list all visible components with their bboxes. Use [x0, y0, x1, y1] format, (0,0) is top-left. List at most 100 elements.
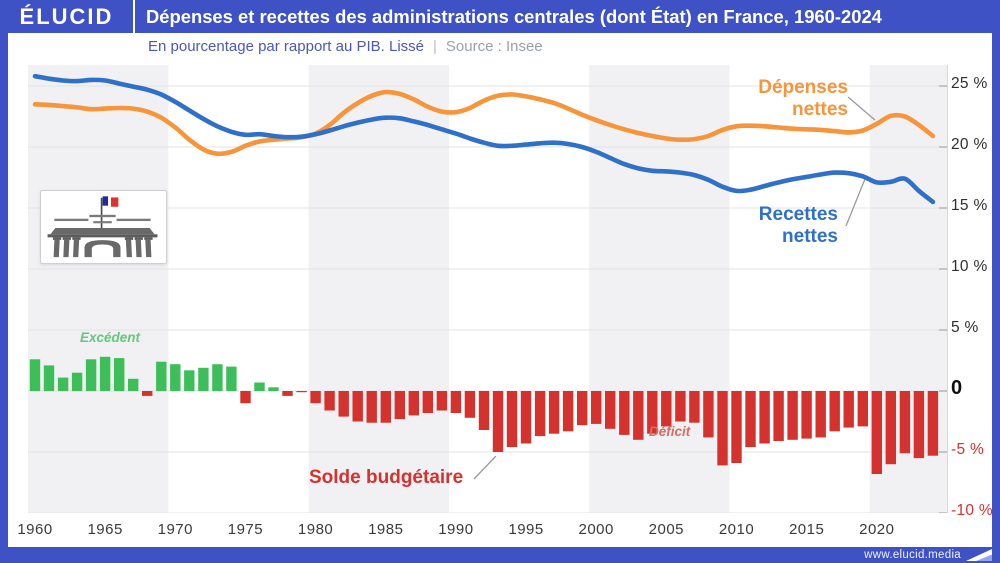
- footer-bar: www.elucid.media: [0, 547, 1000, 563]
- recettes-line2: nettes: [782, 226, 838, 247]
- solde-bar-2013: [773, 391, 784, 441]
- solde-bar-1966: [114, 358, 125, 391]
- solde-bar-1977: [268, 387, 279, 391]
- solde-bar-1974: [226, 366, 237, 391]
- solde-bar-1965: [99, 356, 111, 391]
- subtitle-row: En pourcentage par rapport au PIB. Lissé…: [8, 33, 992, 60]
- callout-line-2: [473, 455, 497, 480]
- solde-bar-1964: [85, 359, 97, 391]
- solde-bar-1989: [436, 391, 448, 411]
- solde-bar-2015: [801, 391, 812, 439]
- solde-bar-2001: [605, 391, 616, 429]
- header-separator: [133, 0, 135, 33]
- parliament-illustration: [40, 190, 167, 264]
- solde-bar-1980: [310, 391, 321, 404]
- x-tick-label-1990: 1990: [438, 521, 474, 538]
- subtitle-divider: |: [433, 38, 437, 55]
- deficit-label: Déficit: [649, 424, 691, 439]
- solde-bar-1971: [184, 370, 195, 391]
- decade-stripe: [28, 65, 169, 513]
- website-url: www.elucid.media: [864, 549, 961, 561]
- solde-bar-1978: [282, 391, 293, 396]
- solde-bar-1998: [562, 391, 574, 432]
- x-tick-label-2015: 2015: [788, 521, 825, 538]
- solde-bar-1962: [57, 377, 69, 391]
- solde-bar-2005: [661, 391, 672, 427]
- solde-bar-1960: [29, 359, 41, 391]
- x-tick-label-1975: 1975: [227, 521, 264, 538]
- elucid-pennant-icon: [966, 548, 992, 561]
- x-tick-label-1980: 1980: [297, 521, 334, 538]
- y-tick-label: 5 %: [951, 319, 979, 336]
- source-label: Source : Insee: [445, 38, 543, 55]
- solde-bar-1994: [506, 391, 518, 448]
- solde-bar-1991: [464, 391, 476, 418]
- solde-bar-1983: [352, 391, 363, 422]
- solde-bar-2018: [843, 391, 854, 428]
- solde-bar-2021: [885, 391, 896, 465]
- callout-line-1: [845, 178, 866, 227]
- solde-budgetaire-label: Solde budgétaire: [309, 467, 464, 488]
- solde-bar-1992: [478, 391, 490, 430]
- solde-bar-2011: [745, 391, 756, 448]
- solde-bar-1999: [577, 391, 588, 426]
- solde-bar-1970: [170, 364, 181, 391]
- solde-bar-2022: [899, 391, 911, 454]
- y-tick-label: 15 %: [951, 197, 988, 214]
- line-recettes: [32, 73, 936, 205]
- solde-bar-2007: [689, 391, 700, 423]
- solde-bar-1972: [198, 367, 209, 391]
- solde-bar-1986: [394, 391, 405, 420]
- solde-bar-2020: [871, 391, 882, 474]
- solde-bar-1975: [240, 391, 251, 404]
- x-tick-label-1965: 1965: [87, 521, 123, 538]
- depenses-line1: Dépenses: [758, 77, 848, 98]
- solde-bar-1997: [548, 391, 560, 434]
- solde-bar-2006: [675, 391, 686, 422]
- solde-bar-1969: [156, 361, 167, 391]
- excedent-label: Excédent: [80, 330, 141, 345]
- recettes-nettes-label: Recettes nettes: [690, 204, 838, 248]
- solde-bar-1988: [422, 391, 433, 413]
- solde-bar-1963: [71, 372, 83, 391]
- chart-plot-area: [28, 65, 948, 513]
- left-border: [0, 33, 8, 547]
- solde-bar-1987: [408, 391, 419, 416]
- header-bar: ÉLUCID Dépenses et recettes des administ…: [0, 0, 1000, 33]
- solde-bar-2017: [829, 391, 840, 432]
- solde-bar-1981: [324, 391, 335, 411]
- x-axis: 1960 1965 1970 1975 1980 1985 1990 1995 2000 2005…: [17, 521, 948, 543]
- y-tick-label: -5 %: [951, 441, 985, 458]
- solde-bar-1967: [128, 378, 139, 391]
- solde-bar-2023: [913, 391, 925, 459]
- solde-bar-2002: [619, 391, 630, 435]
- solde-bar-1976: [254, 382, 265, 391]
- callout-line-0: [847, 96, 876, 121]
- solde-bar-2014: [787, 391, 798, 440]
- decade-stripe: [589, 65, 730, 513]
- x-tick-label-2020: 2020: [859, 521, 895, 538]
- line-depenses: [32, 89, 936, 157]
- elucid-logo: ÉLUCID: [19, 3, 114, 29]
- y-tick-label: 20 %: [951, 136, 988, 153]
- solde-bar-1968: [142, 391, 153, 396]
- recettes-line1: Recettes: [758, 204, 838, 225]
- x-tick-label-2000: 2000: [578, 521, 614, 538]
- x-tick-label-1995: 1995: [508, 521, 544, 538]
- solde-bar-1985: [380, 391, 391, 423]
- depenses-nettes-label: Dépenses nettes: [698, 77, 848, 121]
- parliament-building-icon: [47, 196, 158, 258]
- solde-bar-2003: [633, 391, 644, 440]
- solde-bar-1990: [450, 391, 462, 413]
- y-tick-label: 25 %: [951, 75, 988, 92]
- solde-bar-1996: [534, 391, 546, 437]
- solde-bar-1961: [43, 365, 55, 391]
- x-tick-label-2005: 2005: [648, 521, 685, 538]
- solde-bar-1993: [492, 391, 504, 452]
- solde-bar-1979: [296, 391, 307, 393]
- decade-stripe: [308, 65, 449, 513]
- solde-bar-2010: [731, 391, 742, 463]
- solde-bar-2000: [591, 391, 602, 424]
- solde-bar-2009: [717, 391, 728, 466]
- solde-bar-1995: [520, 391, 532, 444]
